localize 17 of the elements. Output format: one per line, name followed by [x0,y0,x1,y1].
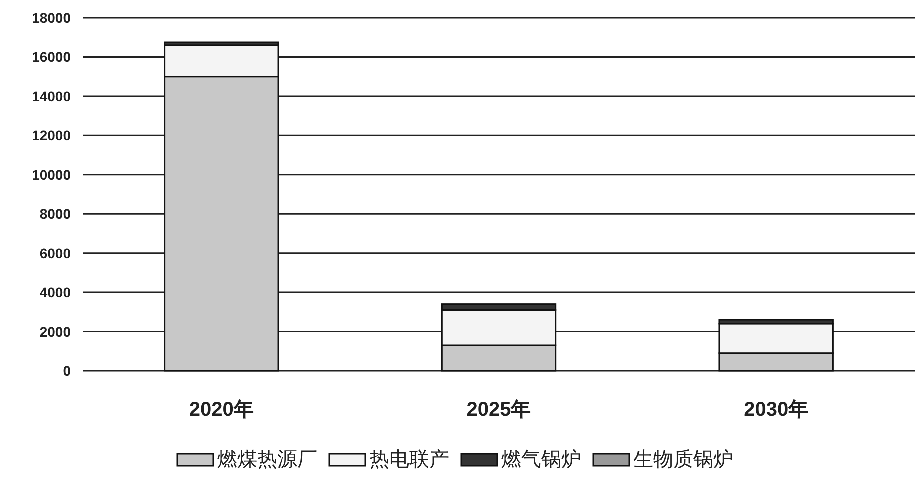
y-tick-label: 14000 [32,88,72,104]
legend-label: 生物质锅炉 [634,449,734,471]
legend-label: 热电联产 [370,449,450,471]
y-tick-label: 0 [63,363,72,379]
y-tick-label: 12000 [32,128,72,144]
x-tick-label: 2020年 [189,399,254,421]
y-tick-label: 2000 [40,324,72,340]
x-tick-label: 2025年 [466,399,532,421]
y-tick-label: 16000 [32,49,72,66]
y-tick-label: 18000 [32,10,72,26]
x-tick-label: 2030年 [744,399,809,421]
y-tick-label: 10000 [32,166,72,183]
y-tick-label: 4000 [40,284,72,301]
legend-label: 燃煤热源厂 [218,449,318,471]
y-tick-label: 8000 [40,206,72,222]
legend-label: 燃气锅炉 [502,449,582,471]
y-tick-label: 6000 [40,245,72,262]
